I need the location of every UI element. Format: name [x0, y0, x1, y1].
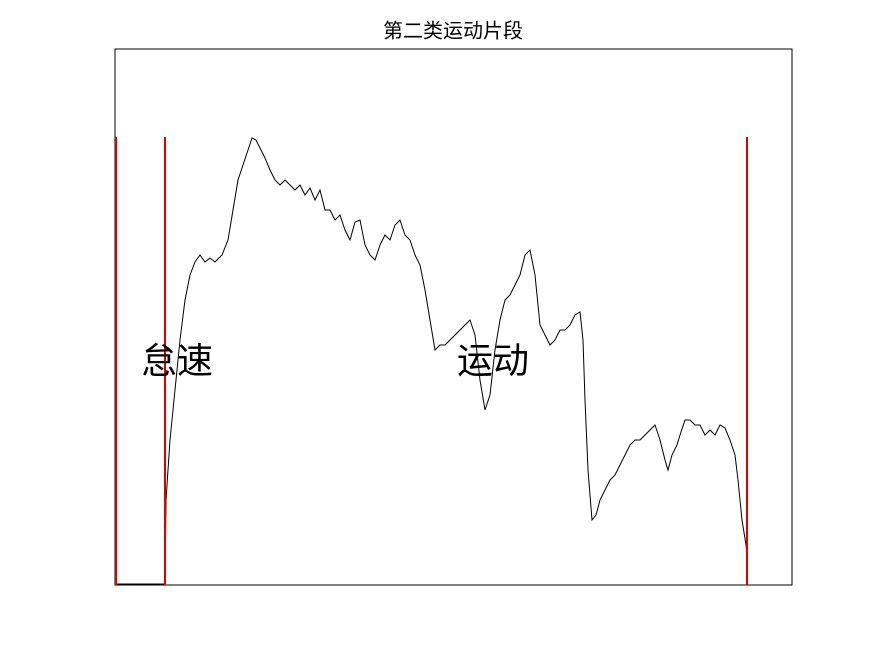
annotation: 运动 — [457, 341, 529, 382]
chart-title: 第二类运动片段 — [383, 19, 523, 43]
annotation: 怠速 — [141, 341, 213, 382]
data-line — [115, 137, 748, 585]
